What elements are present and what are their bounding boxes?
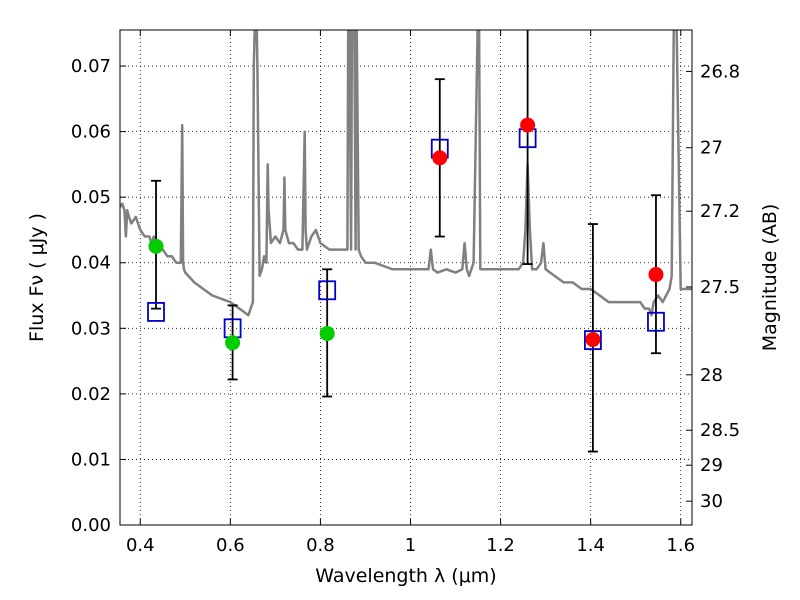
x-tick-label: 0.6 xyxy=(216,535,245,556)
x-tick-label: 0.8 xyxy=(306,535,335,556)
model-photometry-square xyxy=(584,330,602,351)
x-tick-label: 1.4 xyxy=(576,535,605,556)
observed-nir-point xyxy=(432,150,448,166)
axis-ticks: 0.4 0.6 0.8 1 1.2 1.4 1.6 0.00 0.01 0.02 0.03 0.04 0… xyxy=(71,30,740,556)
mag-tick-label: 29 xyxy=(700,455,723,476)
mag-tick-label: 28.5 xyxy=(700,420,740,441)
observed-optical-point xyxy=(225,335,241,351)
observed-optical-point xyxy=(319,326,335,342)
model-photometry-square xyxy=(318,280,337,301)
model-photometry-square xyxy=(147,302,165,322)
mag-tick-label: 27 xyxy=(700,138,723,159)
y-tick-label: 0.01 xyxy=(71,449,111,470)
y-axis-label-right: Magnitude (AB) xyxy=(759,204,781,352)
y-tick-label: 0.06 xyxy=(71,122,111,143)
x-tick-label: 1.6 xyxy=(666,535,695,556)
grid xyxy=(120,30,692,525)
y-tick-label: 0.05 xyxy=(71,187,111,208)
mag-tick-label: 27.5 xyxy=(700,277,740,298)
model-sed-line xyxy=(120,30,692,317)
y-axis-label: Flux Fν ( μJy ) xyxy=(26,213,48,342)
y-tick-label: 0.00 xyxy=(71,515,111,536)
mag-tick-label: 26.8 xyxy=(700,61,740,82)
mag-tick-label: 27.2 xyxy=(700,201,740,222)
observed-nir-point xyxy=(648,267,664,283)
x-tick-label: 0.4 xyxy=(126,535,155,556)
plot-frame xyxy=(119,29,693,526)
observed-optical-point xyxy=(148,238,164,254)
observed-nir-point xyxy=(585,331,601,347)
observed-nir-point xyxy=(520,117,536,133)
y-tick-label: 0.04 xyxy=(71,253,111,274)
x-axis-label: Wavelength λ (μm) xyxy=(315,565,496,587)
mag-tick-label: 28 xyxy=(700,365,723,386)
y-tick-label: 0.07 xyxy=(71,56,111,77)
x-tick-label: 1.2 xyxy=(486,535,515,556)
model-photometry-square xyxy=(647,311,665,332)
plot-area xyxy=(120,30,692,453)
mag-tick-label: 30 xyxy=(700,491,723,512)
y-tick-label: 0.02 xyxy=(71,384,111,405)
x-tick-label: 1 xyxy=(405,535,416,556)
y-tick-label: 0.03 xyxy=(71,318,111,339)
